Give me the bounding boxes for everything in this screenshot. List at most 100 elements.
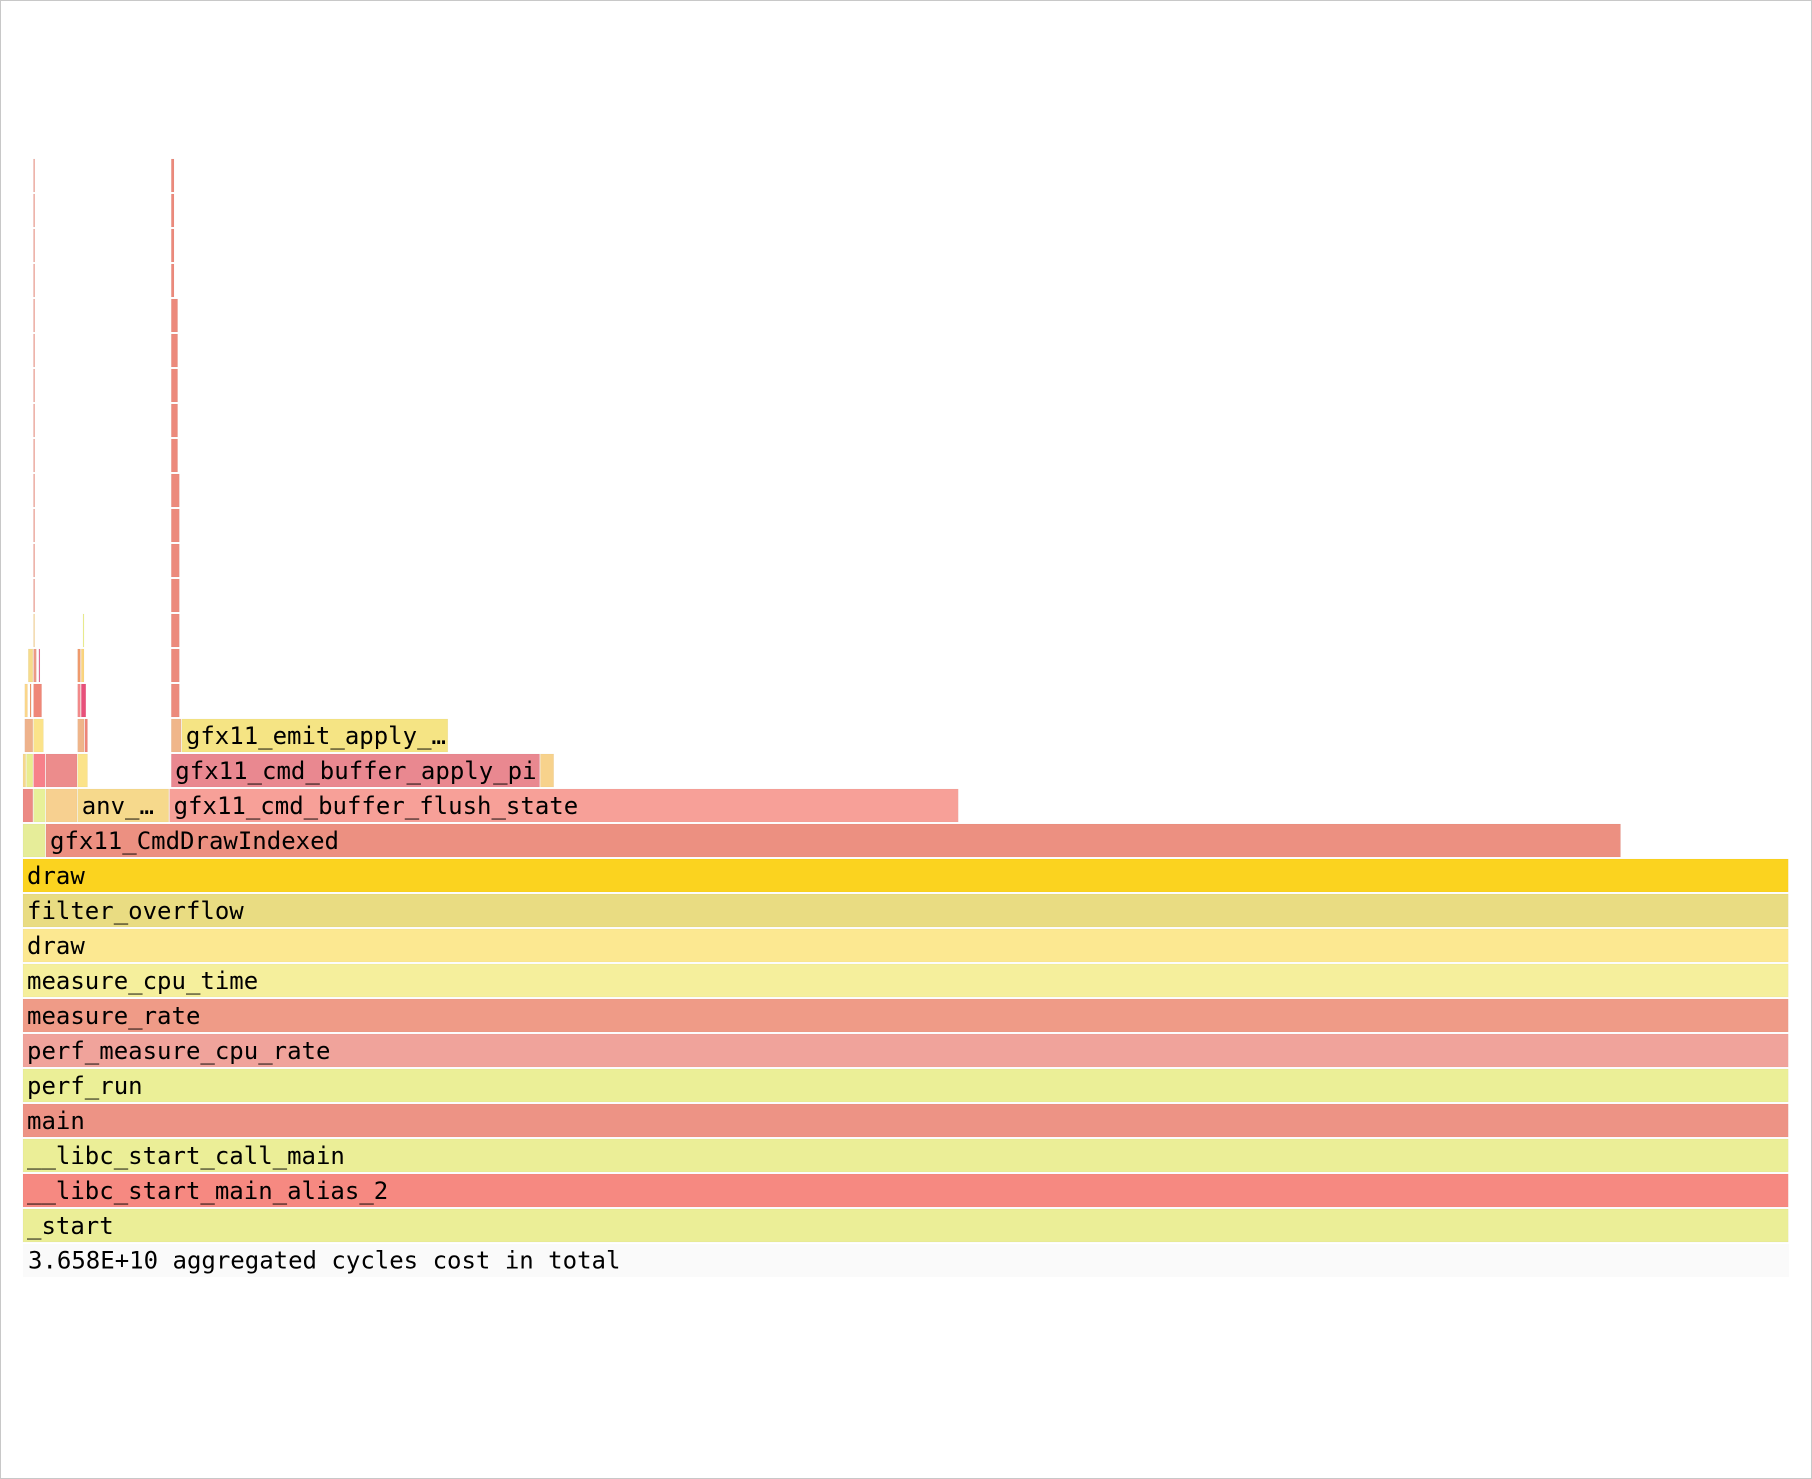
frame-42[interactable] — [171, 648, 180, 683]
frame-bar[interactable] — [29, 683, 32, 718]
frame-bar[interactable] — [84, 718, 88, 753]
frame-bar[interactable] — [45, 753, 78, 788]
frame-bar[interactable] — [171, 263, 175, 298]
frame-39[interactable] — [38, 648, 41, 683]
frame-bar[interactable] — [77, 788, 169, 823]
frame-bar[interactable] — [171, 473, 180, 508]
frame-bar[interactable] — [33, 298, 35, 333]
frame-62[interactable] — [33, 298, 35, 333]
frame-32[interactable] — [29, 683, 32, 718]
frame-bar[interactable] — [33, 508, 35, 543]
frame-bar[interactable] — [81, 683, 87, 718]
frame-bar[interactable] — [171, 438, 178, 473]
frame-bar[interactable] — [33, 753, 46, 788]
frame-10[interactable]: draw — [22, 858, 1789, 893]
frame-bar[interactable] — [77, 648, 81, 683]
frame-bar[interactable] — [171, 578, 180, 613]
frame-48[interactable] — [33, 543, 35, 578]
frame-bar[interactable] — [33, 543, 35, 578]
frame-30[interactable]: gfx11_emit_apply_… — [181, 718, 449, 753]
frame-49[interactable] — [171, 543, 180, 578]
frame-6[interactable]: measure_rate — [22, 998, 1789, 1033]
frame-bar[interactable] — [33, 368, 35, 403]
frame-57[interactable] — [171, 403, 178, 438]
frame-64[interactable] — [33, 263, 35, 298]
frame-bar[interactable] — [38, 648, 41, 683]
frame-bar[interactable] — [24, 718, 34, 753]
frame-45[interactable] — [171, 613, 180, 648]
frame-40[interactable] — [77, 648, 81, 683]
frame-25[interactable] — [24, 718, 34, 753]
frame-bar[interactable] — [33, 228, 35, 263]
frame-bar[interactable] — [181, 718, 449, 753]
frame-bar[interactable] — [22, 963, 1789, 998]
frame-bar[interactable] — [171, 508, 180, 543]
frame-29[interactable] — [171, 718, 182, 753]
frame-bar[interactable] — [169, 788, 959, 823]
frame-15[interactable] — [45, 788, 78, 823]
frame-41[interactable] — [81, 648, 85, 683]
frame-bar[interactable] — [171, 368, 178, 403]
frame-bar[interactable] — [45, 788, 78, 823]
frame-bar[interactable] — [22, 1033, 1789, 1068]
frame-43[interactable] — [33, 613, 35, 648]
frame-bar[interactable] — [171, 613, 180, 648]
frame-37[interactable] — [28, 648, 34, 683]
frame-68[interactable] — [33, 193, 35, 228]
frame-50[interactable] — [33, 508, 35, 543]
frame-bar[interactable] — [33, 473, 35, 508]
frame-bar[interactable] — [22, 1138, 1789, 1173]
frame-2[interactable]: __libc_start_call_main — [22, 1138, 1789, 1173]
frame-bar[interactable] — [82, 613, 85, 648]
frame-bar[interactable] — [22, 893, 1789, 928]
frame-35[interactable] — [81, 683, 87, 718]
frame-bar[interactable] — [33, 263, 35, 298]
frame-bar[interactable] — [33, 683, 42, 718]
frame-66[interactable] — [33, 228, 35, 263]
frame-36[interactable] — [171, 683, 180, 718]
frame-bar[interactable] — [540, 753, 554, 788]
frame-bar[interactable] — [77, 683, 81, 718]
frame-1[interactable]: __libc_start_main_alias_2 — [22, 1173, 1789, 1208]
frame-bar[interactable] — [24, 683, 28, 718]
frame-bar[interactable] — [171, 333, 178, 368]
frame-34[interactable] — [77, 683, 81, 718]
frame-bar[interactable] — [22, 788, 34, 823]
frame-38[interactable] — [33, 648, 37, 683]
frame-bar[interactable] — [22, 823, 46, 858]
frame-4[interactable]: perf_run — [22, 1068, 1789, 1103]
frame-bar[interactable] — [171, 683, 180, 718]
frame-bar[interactable] — [81, 648, 85, 683]
frame-7[interactable]: measure_cpu_time — [22, 963, 1789, 998]
frame-60[interactable] — [33, 333, 35, 368]
frame-31[interactable] — [24, 683, 28, 718]
frame-19[interactable] — [26, 753, 34, 788]
frame-bar[interactable] — [45, 823, 1621, 858]
frame-21[interactable] — [45, 753, 78, 788]
frame-70[interactable] — [33, 158, 35, 193]
frame-bar[interactable] — [171, 298, 178, 333]
frame-13[interactable] — [22, 788, 34, 823]
frame-65[interactable] — [171, 263, 175, 298]
frame-bar[interactable] — [22, 1103, 1789, 1138]
frame-55[interactable] — [171, 438, 178, 473]
frame-bar[interactable] — [22, 753, 26, 788]
frame-17[interactable]: gfx11_cmd_buffer_flush_state — [169, 788, 959, 823]
frame-bar[interactable] — [33, 578, 35, 613]
frame-bar[interactable] — [171, 228, 175, 263]
frame-bar[interactable] — [33, 788, 46, 823]
frame-bar[interactable] — [33, 718, 44, 753]
frame-bar[interactable] — [171, 193, 175, 228]
frame-58[interactable] — [33, 368, 35, 403]
frame-bar[interactable] — [171, 648, 180, 683]
frame-53[interactable] — [171, 473, 180, 508]
frame-bar[interactable] — [33, 403, 35, 438]
frame-51[interactable] — [171, 508, 180, 543]
frame-bar[interactable] — [171, 158, 175, 193]
frame-5[interactable]: perf_measure_cpu_rate — [22, 1033, 1789, 1068]
frame-bar[interactable] — [171, 403, 178, 438]
frame-69[interactable] — [171, 193, 175, 228]
frame-3[interactable]: main — [22, 1103, 1789, 1138]
frame-16[interactable]: anv_… — [77, 788, 169, 823]
frame-8[interactable]: draw — [22, 928, 1789, 963]
